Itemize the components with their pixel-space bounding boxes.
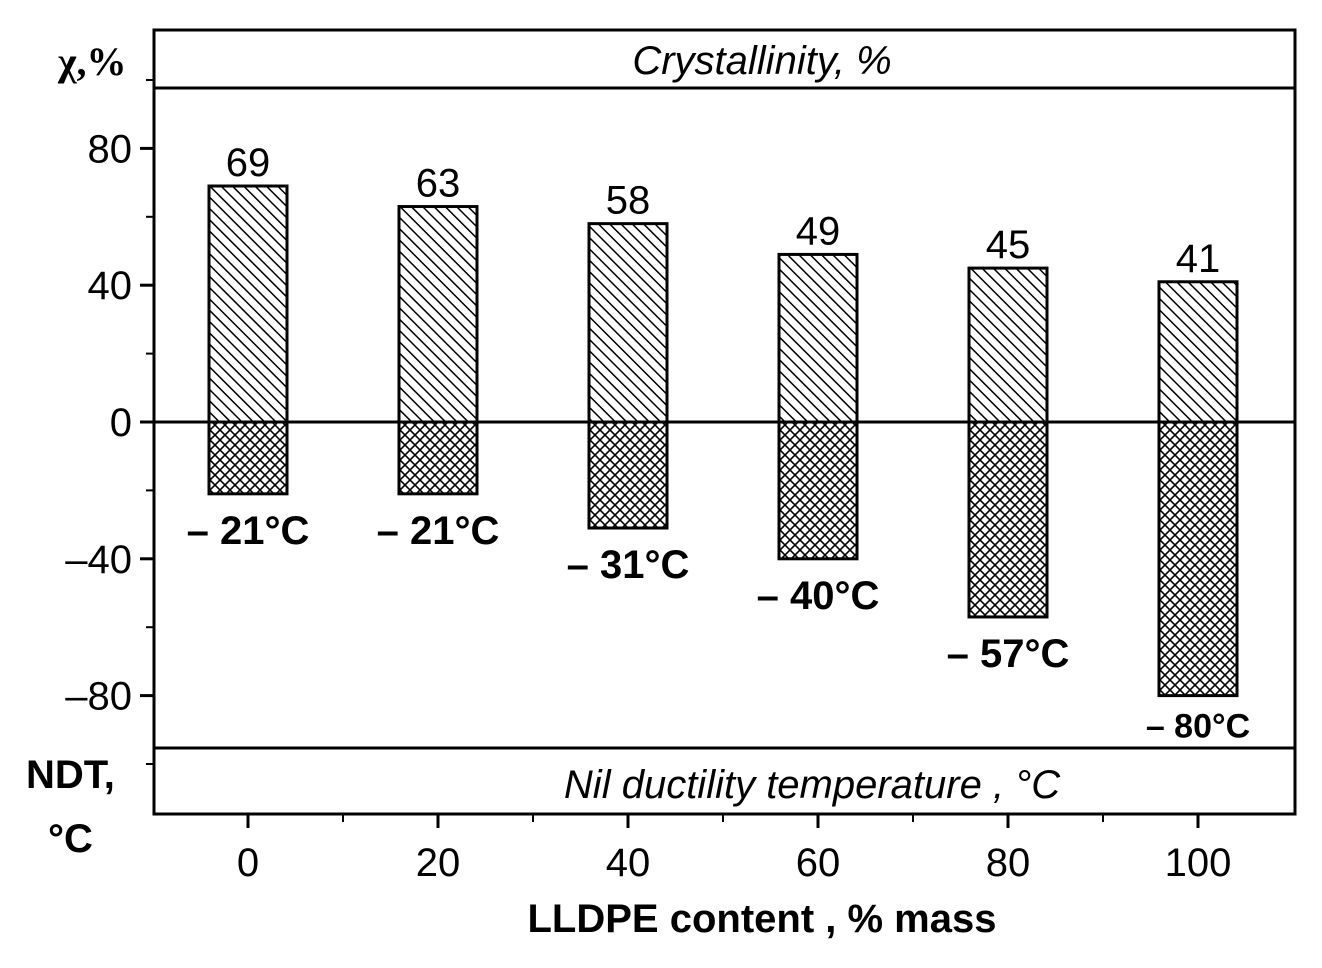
crystallinity-value-label: 69 [226,141,271,185]
crystallinity-value-label: 45 [986,223,1031,267]
y-axis-label-bottom-line2: °C [48,817,93,861]
crystallinity-bar [397,205,479,424]
ndt-bar [207,420,289,496]
ndt-value-label: – 31°C [567,543,690,587]
ndt-bar [1157,420,1239,698]
crystallinity-value-label: 58 [606,179,651,223]
ndt-value-label: – 21°C [377,509,500,553]
y-tick-label: –80 [65,675,132,719]
y-tick-label: 40 [88,264,133,308]
x-tick-label: 80 [986,841,1031,885]
crystallinity-value-label: 41 [1176,237,1221,281]
ndt-value-label: – 57°C [947,632,1070,676]
crystallinity-value-label: 49 [796,209,841,253]
crystallinity-bar [587,222,669,424]
ndt-bar [397,420,479,496]
x-tick-label: 0 [237,841,259,885]
ndt-bar [777,420,859,561]
x-axis-label: LLDPE content , % mass [528,897,997,941]
x-tick-label: 40 [606,841,651,885]
x-tick-label: 20 [416,841,461,885]
y-ticks: –80 –40 0 40 80 [65,79,154,765]
crystallinity-bar [207,184,289,424]
y-tick-label: 0 [110,401,132,445]
bars [207,184,1239,698]
x-ticks: 0 20 40 60 80 100 [237,814,1232,885]
crystallinity-value-label: 63 [416,162,461,206]
x-tick-label: 100 [1165,841,1232,885]
top-band-title: Crystallinity, % [632,39,891,83]
ndt-value-label: – 21°C [187,509,310,553]
y-axis-label-bottom-line1: NDT, [26,753,115,797]
ndt-bar [967,420,1049,619]
y-tick-label: 80 [88,127,133,171]
ndt-bar [587,420,669,530]
ndt-value-label: – 80°C [1146,708,1250,746]
ndt-value-label: – 40°C [757,574,880,618]
y-tick-label: –40 [65,538,132,582]
crystallinity-bar [777,252,859,424]
x-tick-label: 60 [796,841,841,885]
bottom-band-title: Nil ductility temperature , °C [564,763,1061,807]
crystallinity-bar [967,266,1049,424]
y-axis-label-top: χ,% [57,39,126,84]
bar-labels: 69 – 21°C 63 – 21°C 58 – 31°C 49 – 40°C 45 – 57°C… [187,141,1251,746]
crystallinity-bar [1157,280,1239,424]
